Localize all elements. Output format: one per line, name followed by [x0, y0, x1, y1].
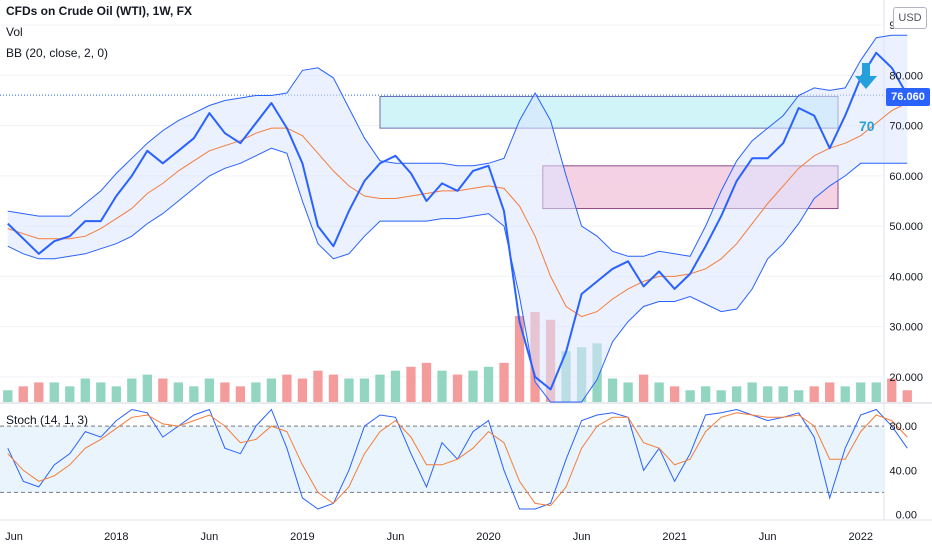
- price-tick-label: 50.000: [889, 221, 923, 233]
- volume-bar: [313, 370, 323, 402]
- volume-bar: [669, 386, 680, 402]
- last-price-badge: 76.060: [886, 88, 930, 106]
- volume-bar: [18, 386, 28, 402]
- legend-bb[interactable]: BB (20, close, 2, 0): [6, 46, 109, 60]
- price-series: [7, 51, 909, 391]
- volume-bar: [700, 386, 711, 402]
- currency-unit-button[interactable]: USD: [893, 7, 927, 29]
- volume-bar: [763, 386, 773, 402]
- volume-bar: [297, 378, 308, 402]
- volume-bar: [266, 378, 277, 402]
- stoch-band-fill: [0, 426, 884, 493]
- volume-bar: [251, 382, 261, 402]
- stoch-tick-label: 80.00: [889, 421, 917, 433]
- volume-bar: [65, 386, 75, 402]
- volume-bar: [685, 390, 695, 402]
- price-tick-label: 20.000: [889, 372, 923, 384]
- arrow-down-icon[interactable]: [850, 60, 882, 92]
- volume-bar: [406, 366, 416, 402]
- bb-lower-line: [7, 147, 908, 403]
- price-tick-label: 70.000: [889, 121, 923, 133]
- volume-bar: [607, 378, 618, 402]
- time-tick-label: Jun: [759, 531, 777, 543]
- time-tick-label: Jun: [200, 531, 218, 543]
- volume-bar: [220, 382, 230, 402]
- volume-bar: [3, 390, 13, 402]
- volume-bar: [654, 382, 664, 402]
- price-tick-label: 30.000: [889, 322, 923, 334]
- volume-bar: [328, 374, 339, 402]
- stoch-panel: [0, 408, 908, 510]
- time-tick-label: 2021: [662, 531, 686, 543]
- bb-upper-line: [7, 34, 908, 257]
- volume-bar: [189, 386, 199, 402]
- volume-bar: [747, 382, 757, 402]
- volume-bar: [158, 378, 168, 402]
- time-tick-label: 2019: [290, 531, 314, 543]
- volume-bar: [856, 382, 866, 402]
- volume-bar: [638, 374, 649, 402]
- volume-bar: [127, 378, 137, 402]
- bb-fill: [7, 35, 908, 402]
- volume-bar: [173, 382, 184, 402]
- legend-stoch[interactable]: Stoch (14, 1, 3): [6, 413, 89, 427]
- time-tick-label: 2022: [848, 531, 872, 543]
- volume-bar: [794, 390, 804, 402]
- volume-bar: [732, 386, 742, 402]
- volume-bar: [514, 315, 525, 402]
- volume-bar: [809, 386, 819, 402]
- stoch-d-line: [7, 412, 908, 507]
- annotation-label: 70: [859, 118, 875, 134]
- time-tick-label: Jun: [387, 531, 405, 543]
- volume-bar: [344, 378, 354, 402]
- volume-bar: [34, 382, 44, 402]
- volume-bar: [887, 378, 897, 402]
- volume-bar: [235, 386, 246, 402]
- volume-bar: [375, 374, 385, 402]
- legend-vol[interactable]: Vol: [6, 25, 23, 39]
- volume-bar: [49, 382, 59, 402]
- volume-bar: [96, 382, 106, 402]
- volume-bar: [499, 362, 509, 402]
- volume-bar: [778, 386, 788, 402]
- time-tick-label: Jun: [5, 531, 23, 543]
- volume-bar: [452, 374, 463, 402]
- volume-bar: [437, 370, 447, 402]
- volume-bar: [359, 378, 370, 402]
- time-tick-label: Jun: [573, 531, 591, 543]
- supply-zone: [379, 95, 839, 129]
- chart-title[interactable]: CFDs on Crude Oil (WTI), 1W, FX: [6, 4, 192, 18]
- time-tick-label: 2018: [104, 531, 128, 543]
- stoch-tick-label: 0.00: [896, 509, 917, 521]
- axes: 20.000 30.000 40.000 50.000 60.000 70.000 80.0…: [5, 20, 923, 543]
- volume-bar: [111, 386, 121, 402]
- volume-bar: [282, 374, 292, 402]
- volume-bar: [483, 366, 494, 402]
- time-tick-label: 2020: [476, 531, 500, 543]
- volume-bar: [840, 386, 850, 402]
- price-close-line: [7, 51, 909, 391]
- volume-bar: [390, 370, 401, 402]
- volume-bar: [716, 390, 726, 402]
- volume-bar: [80, 378, 90, 402]
- price-tick-label: 80.000: [889, 70, 923, 82]
- volume-bar: [623, 382, 633, 402]
- volume-bar: [871, 382, 881, 402]
- price-tick-label: 60.000: [889, 171, 923, 183]
- volume-bar: [902, 390, 912, 402]
- volume-bar: [468, 370, 478, 402]
- stoch-tick-label: 40.00: [889, 465, 917, 477]
- volume-bar: [421, 362, 432, 402]
- price-tick-label: 40.000: [889, 271, 923, 283]
- volume-bar: [204, 378, 215, 402]
- bollinger-bands: [7, 34, 908, 403]
- volume-bar: [825, 382, 835, 402]
- volume-bar: [142, 374, 152, 402]
